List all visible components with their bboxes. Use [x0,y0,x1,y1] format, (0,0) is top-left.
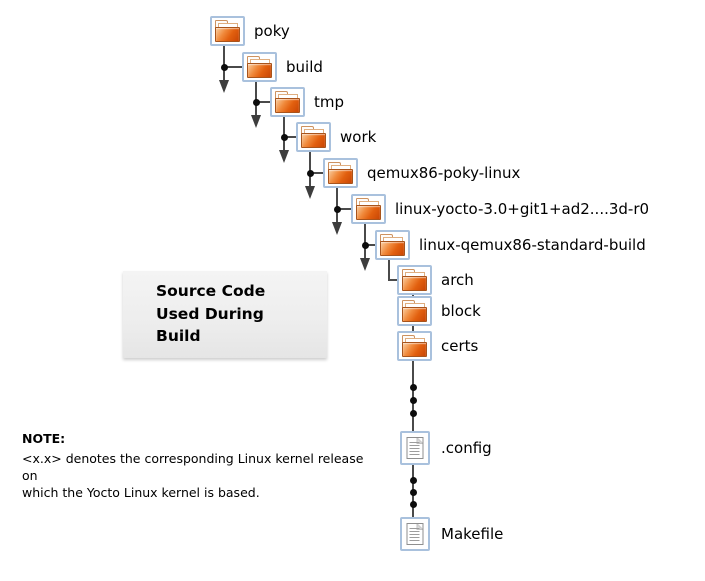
tree-node-tmp: tmp [270,87,344,117]
arrow-down-icon [278,150,289,163]
arrow-down-icon [331,222,342,235]
tree-node-label: qemux86-poky-linux [367,163,521,182]
branch-dot [306,169,314,177]
connector-line [337,208,351,210]
connector-line [309,152,311,186]
note-line: <x.x> denotes the corresponding Linux ke… [22,451,364,483]
branch-dot [280,133,288,141]
connector-line [389,279,397,281]
tree-node-label: .config [441,438,492,457]
tree-node-work: work [296,122,376,152]
connector-line [224,66,242,68]
branch-dot [333,205,341,213]
ellipsis-dot [409,409,417,417]
connector-line [256,101,270,103]
tree-node-poky: poky [210,16,290,46]
tree-node-linux-yocto: linux-yocto-3.0+git1+ad2....3d-r0 [351,194,649,224]
tree-node-arch: arch [397,265,474,295]
ellipsis-dot [409,500,417,508]
connector-line [310,172,323,174]
tree-node-label: Makefile [441,524,504,543]
tree-node-makefile: Makefile [400,517,503,551]
connector-line [336,188,338,222]
tree-node-label: linux-yocto-3.0+git1+ad2....3d-r0 [395,199,650,218]
folder-icon [242,52,277,82]
callout-line: Used During [156,304,264,323]
connector-line [412,295,414,519]
source-code-callout-box: Source Code Used During Build [123,271,327,358]
callout-line: Build [156,327,201,345]
folder-icon [296,122,331,152]
folder-icon [397,331,432,361]
callout-line: Source Code [156,282,266,300]
connector-line [223,46,225,80]
ellipsis-dot [409,476,417,484]
folder-icon [397,296,432,326]
folder-icon [375,230,410,260]
arrow-down-icon [304,186,315,199]
folder-icon [351,194,386,224]
branch-dot [252,98,260,106]
folder-icon [210,16,245,46]
ellipsis-dot [409,396,417,404]
connector-line [365,244,375,246]
tree-node-label: poky [254,21,290,40]
note-line: which the Yocto Linux kernel is based. [22,485,260,500]
tree-node-label: arch [441,270,474,289]
tree-node-config: .config [400,431,492,465]
tree-node-block: block [397,296,481,326]
file-icon [400,517,430,551]
tree-node-label: build [286,57,323,76]
connector-line [388,260,390,281]
tree-node-linux-qemux86-standard-build: linux-qemux86-standard-build [375,230,646,260]
tree-node-label: work [340,127,377,146]
tree-node-certs: certs [397,331,478,361]
note-body: <x.x> denotes the corresponding Linux ke… [22,450,382,501]
branch-dot [361,241,369,249]
tree-node-build: build [242,52,323,82]
arrow-down-icon [250,115,261,128]
ellipsis-dot [409,383,417,391]
connector-line [284,136,296,138]
arrow-down-icon [218,80,229,93]
tree-node-label: certs [441,336,479,355]
arrow-down-icon [359,258,370,271]
folder-icon [397,265,432,295]
note-block: NOTE: <x.x> denotes the corresponding Li… [22,430,382,501]
ellipsis-dot [409,488,417,496]
note-heading: NOTE: [22,431,66,446]
tree-node-label: linux-qemux86-standard-build [419,235,646,254]
file-icon [400,431,430,465]
folder-icon [270,87,305,117]
folder-icon [323,158,358,188]
connector-line [364,224,366,258]
tree-node-label: block [441,301,481,320]
branch-dot [220,63,228,71]
tree-node-qemux86-poky-linux: qemux86-poky-linux [323,158,520,188]
tree-node-label: tmp [314,92,345,111]
